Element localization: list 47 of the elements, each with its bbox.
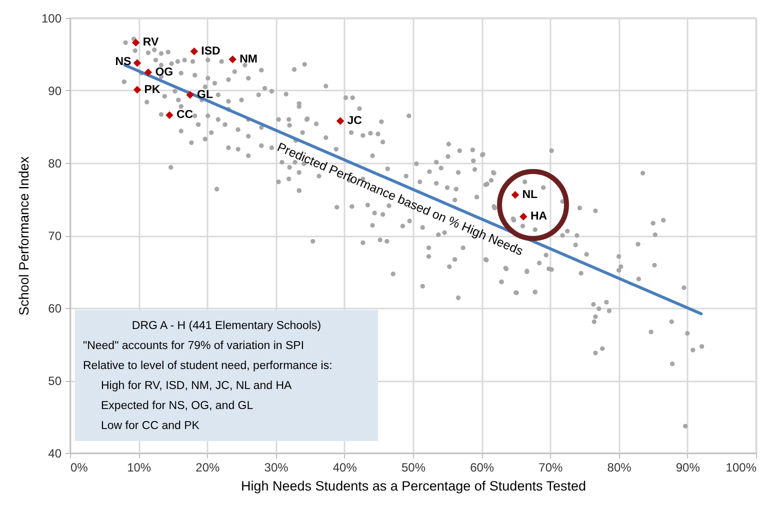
x-tick-label: 0% bbox=[70, 460, 88, 474]
point bbox=[144, 68, 152, 76]
x-tick-label: 70% bbox=[538, 460, 564, 474]
annotation: CC bbox=[176, 109, 194, 122]
x-tick-label: 50% bbox=[401, 460, 426, 474]
annotation: OG bbox=[155, 66, 174, 78]
annotation: PK bbox=[144, 84, 161, 96]
x-tick-label: 40% bbox=[332, 460, 358, 474]
annotation: Expected for NS, OG, and GL bbox=[100, 399, 254, 414]
annotation: "Need" accounts for 79% of variation in SPI bbox=[83, 339, 306, 354]
point bbox=[511, 191, 520, 199]
point bbox=[520, 212, 528, 221]
y-axis-title: School Performance Index bbox=[16, 156, 32, 316]
y-tick-label: 60 bbox=[48, 302, 62, 316]
x-axis-title: High Needs Students as a Percentage of Students Tested bbox=[241, 478, 586, 494]
y-tick-label: 100 bbox=[41, 12, 62, 26]
x-tick-label: 100% bbox=[726, 460, 757, 474]
x-tick-label: 60% bbox=[470, 460, 494, 474]
annotation: NM bbox=[240, 53, 258, 66]
annotation: DRG A - H (441 Elementary Schools) bbox=[130, 319, 322, 334]
y-tick-label: 40 bbox=[48, 446, 62, 460]
annotation: JC bbox=[347, 114, 362, 127]
annotation: RV bbox=[142, 36, 159, 49]
annotation: GL bbox=[197, 88, 214, 101]
point bbox=[133, 59, 142, 67]
annotation: ISD bbox=[201, 45, 220, 58]
point bbox=[186, 90, 194, 99]
y-tick-label: 70 bbox=[48, 229, 62, 243]
point bbox=[190, 47, 198, 56]
annotation: Relative to level of student need, performance is: bbox=[83, 359, 334, 374]
annotation: High for RV, ISD, NM, JC, NL and HA bbox=[100, 379, 293, 394]
y-tick-label: 50 bbox=[48, 374, 62, 388]
point bbox=[166, 111, 174, 120]
x-tick-label: 10% bbox=[127, 460, 152, 474]
point bbox=[132, 38, 140, 47]
annotation: Low for CC and PK bbox=[100, 419, 200, 434]
x-tick-label: 20% bbox=[196, 460, 220, 474]
x-tick-label: 80% bbox=[607, 460, 632, 474]
point bbox=[228, 55, 236, 64]
point bbox=[133, 86, 142, 94]
x-tick-label: 30% bbox=[264, 460, 289, 474]
point bbox=[336, 117, 344, 125]
y-tick-label: 80 bbox=[48, 156, 62, 170]
y-tick-label: 90 bbox=[48, 84, 62, 98]
x-tick-label: 90% bbox=[676, 460, 700, 474]
annotation: NS bbox=[115, 56, 132, 68]
annotation: HA bbox=[530, 210, 548, 223]
